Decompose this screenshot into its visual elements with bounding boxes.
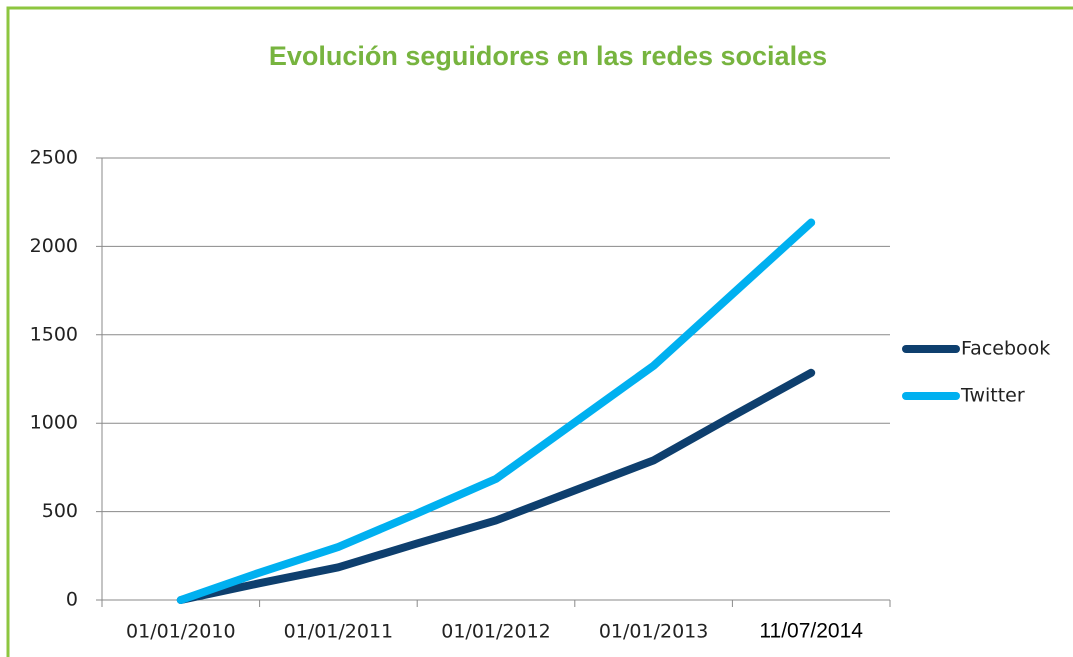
x-tick-label: 01/01/2010	[126, 621, 236, 643]
chart-title: Evolución seguidores en las redes social…	[269, 41, 827, 71]
y-tick-label: 1500	[30, 323, 78, 345]
series-line	[176, 368, 816, 604]
y-tick-label: 500	[42, 500, 78, 522]
x-tick-label: 01/01/2013	[599, 621, 709, 643]
legend-label: Twitter	[960, 385, 1025, 407]
frame	[6, 6, 1073, 657]
x-tick-label: 01/01/2011	[284, 621, 394, 643]
y-tick-label: 2500	[30, 147, 78, 169]
y-tick-label: 0	[66, 589, 78, 611]
y-tick-label: 2000	[30, 235, 78, 257]
legend-label: Facebook	[961, 338, 1050, 360]
x-tick-label: 01/01/2012	[441, 621, 551, 643]
y-tick-label: 1000	[30, 412, 78, 434]
series-line	[176, 218, 816, 604]
x-tick-label: 11/07/2014	[759, 620, 863, 643]
